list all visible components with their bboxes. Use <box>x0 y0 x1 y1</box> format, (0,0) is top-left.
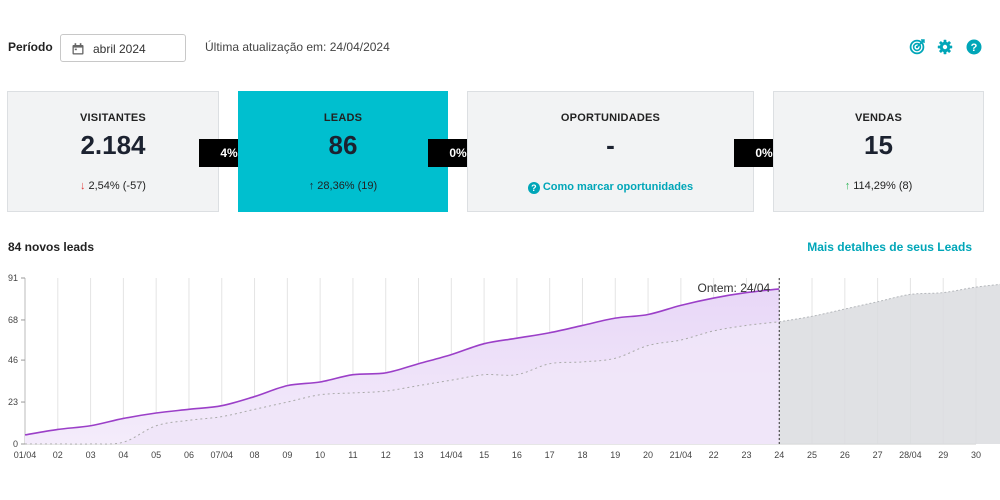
funnel-card-oportunidades[interactable]: OPORTUNIDADES - ? Como marcar oportunidad… <box>467 91 754 212</box>
x-tick-label: 01/04 <box>14 450 37 460</box>
x-tick-label: 27 <box>873 450 883 460</box>
x-tick-label: 19 <box>610 450 620 460</box>
projection-area <box>779 284 1000 444</box>
yesterday-label: Ontem: 24/04 <box>698 281 771 295</box>
y-tick-label: 68 <box>8 315 18 325</box>
gear-icon[interactable] <box>937 39 953 55</box>
funnel-card-visitantes[interactable]: VISITANTES 2.184 ↓ 2,54% (-57) <box>7 91 219 212</box>
x-tick-label: 17 <box>545 450 555 460</box>
x-tick-label: 03 <box>86 450 96 460</box>
x-tick-label: 26 <box>840 450 850 460</box>
x-tick-label: 24 <box>774 450 784 460</box>
leads-line <box>24 288 780 436</box>
x-tick-label: 30 <box>971 450 981 460</box>
target-icon[interactable] <box>909 39 925 55</box>
new-leads-title: 84 novos leads <box>8 240 95 254</box>
x-tick-label: 11 <box>348 450 357 460</box>
card-value: 15 <box>864 130 893 160</box>
card-title: LEADS <box>323 112 363 124</box>
x-tick-label: 06 <box>184 450 194 460</box>
x-tick-label: 12 <box>381 450 391 460</box>
card-title: VENDAS <box>854 112 903 124</box>
period-label: Período <box>8 40 53 54</box>
card-delta: ↑ 114,29% (8) <box>774 180 983 192</box>
help-icon[interactable]: ? <box>966 39 982 55</box>
link-text: Como marcar oportunidades <box>542 181 694 193</box>
leads-details-link[interactable]: Mais detalhes de seus Leads <box>807 240 972 254</box>
help-icon: ? <box>527 182 540 194</box>
x-tick-label: 09 <box>282 450 292 460</box>
period-picker[interactable]: abril 2024 <box>60 34 186 62</box>
card-delta-text: 28,36% (19) <box>317 180 378 192</box>
card-delta-text: 2,54% (-57) <box>88 180 146 192</box>
arrow-up-icon: ↑ <box>308 180 315 192</box>
x-tick-label: 14/04 <box>440 450 463 460</box>
x-tick-label: 22 <box>709 450 719 460</box>
card-value: 86 <box>328 130 358 160</box>
x-tick-label: 08 <box>250 450 260 460</box>
card-value: 2.184 <box>80 130 146 160</box>
arrow-up-icon: ↑ <box>844 180 851 192</box>
previous-period-area <box>25 321 780 445</box>
x-tick-label: 04 <box>118 450 128 460</box>
y-tick-label: 91 <box>8 273 18 283</box>
x-tick-label: 23 <box>741 450 751 460</box>
card-title: VISITANTES <box>80 112 146 124</box>
card-title: OPORTUNIDADES <box>560 112 661 124</box>
top-bar: Período abril 2024 Última atualização em… <box>0 32 1000 64</box>
x-tick-label: 18 <box>577 450 587 460</box>
last-update-text: Última atualização em: 24/04/2024 <box>205 40 390 54</box>
x-tick-label: 20 <box>643 450 653 460</box>
x-tick-label: 02 <box>53 450 63 460</box>
y-tick-label: 46 <box>8 355 18 365</box>
y-tick-label: 0 <box>13 439 18 449</box>
x-tick-label: 13 <box>414 450 424 460</box>
period-value: abril 2024 <box>93 42 146 56</box>
x-tick-label: 10 <box>315 450 325 460</box>
x-tick-label: 28/04 <box>899 450 922 460</box>
x-tick-label: 07/04 <box>210 450 233 460</box>
x-tick-label: 21/04 <box>670 450 693 460</box>
y-tick-label: 23 <box>8 397 18 407</box>
x-tick-label: 15 <box>479 450 489 460</box>
funnel-card-leads[interactable]: LEADS 86 ↑ 28,36% (19) <box>238 91 448 212</box>
x-tick-label: 25 <box>807 450 817 460</box>
x-tick-label: 16 <box>512 450 522 460</box>
x-tick-label: 05 <box>151 450 161 460</box>
funnel-card-vendas[interactable]: VENDAS 15 ↑ 114,29% (8) <box>773 91 984 212</box>
svg-text:?: ? <box>971 42 978 54</box>
arrow-down-icon: ↓ <box>80 180 86 192</box>
calendar-icon <box>72 42 84 60</box>
leads-chart: Ontem: 24/04 0 23 46 68 91 01/04 02 03 04 05 06 07… <box>8 273 1000 460</box>
card-delta: ↑ 28,36% (19) <box>239 180 447 192</box>
x-tick-label: 29 <box>938 450 948 460</box>
card-delta: ↓ 2,54% (-57) <box>8 180 218 192</box>
how-to-mark-opportunities-link[interactable]: ? Como marcar oportunidades <box>468 181 753 194</box>
card-delta-text: 114,29% (8) <box>853 180 913 192</box>
card-value: - <box>606 130 615 160</box>
